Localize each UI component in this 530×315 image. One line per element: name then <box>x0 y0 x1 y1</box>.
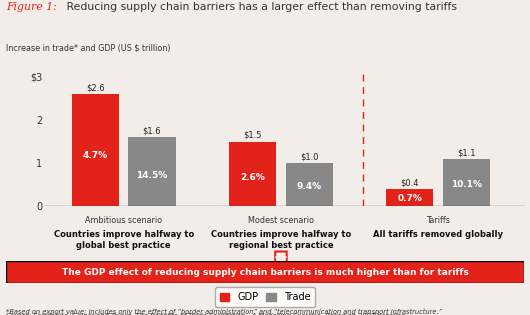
Text: $0.4: $0.4 <box>401 178 419 187</box>
Text: 10.1%: 10.1% <box>451 180 482 189</box>
FancyBboxPatch shape <box>6 261 524 283</box>
Bar <box>72 94 119 206</box>
Text: Tariffs: Tariffs <box>426 216 450 225</box>
Bar <box>286 163 333 206</box>
Text: $1.6: $1.6 <box>143 127 161 135</box>
Bar <box>229 141 276 206</box>
Text: Figure 1:: Figure 1: <box>6 2 57 12</box>
Text: Countries improve halfway to
global best practice: Countries improve halfway to global best… <box>54 230 194 250</box>
Legend: GDP, Trade: GDP, Trade <box>215 288 315 307</box>
Text: Modest scenario: Modest scenario <box>248 216 314 225</box>
PathPatch shape <box>267 251 295 271</box>
Text: Ambitious scenario: Ambitious scenario <box>85 216 162 225</box>
Text: All tariffs removed globally: All tariffs removed globally <box>373 230 503 239</box>
Text: 4.7%: 4.7% <box>83 151 108 160</box>
Text: 14.5%: 14.5% <box>136 171 167 180</box>
Text: Countries improve halfway to
regional best practice: Countries improve halfway to regional be… <box>211 230 351 250</box>
Bar <box>386 189 434 206</box>
Text: $1.5: $1.5 <box>243 131 262 140</box>
Text: 0.7%: 0.7% <box>398 194 422 203</box>
Text: 2.6%: 2.6% <box>240 173 265 182</box>
Bar <box>128 137 175 206</box>
Text: $2.6: $2.6 <box>86 83 105 92</box>
Text: Reducing supply chain barriers has a larger effect than removing tariffs: Reducing supply chain barriers has a lar… <box>63 2 456 12</box>
Text: 9.4%: 9.4% <box>297 182 322 192</box>
Text: Increase in trade* and GDP (US $ trillion): Increase in trade* and GDP (US $ trillio… <box>6 43 171 52</box>
Text: The GDP effect of reducing supply chain barriers is much higher than for tariffs: The GDP effect of reducing supply chain … <box>61 268 469 277</box>
Text: $1.0: $1.0 <box>300 152 319 161</box>
Bar <box>443 159 490 206</box>
Text: *Based on export value; includes only the effect of “border administration” and : *Based on export value; includes only th… <box>6 309 443 315</box>
Text: $1.1: $1.1 <box>457 148 476 157</box>
Text: Source: Ferrantino, Geiger and Tsigas, The Benefits of Trade Facilitation—A Mode: Source: Ferrantino, Geiger and Tsigas, T… <box>6 313 408 315</box>
